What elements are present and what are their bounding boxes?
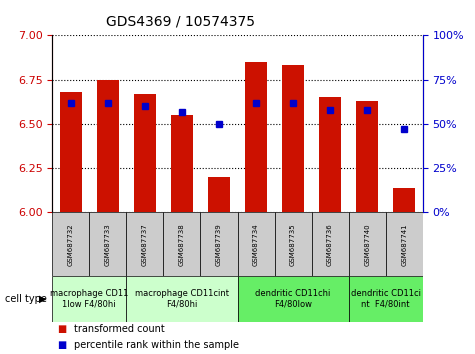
- Bar: [349, 276, 423, 322]
- Text: GSM687738: GSM687738: [179, 223, 185, 266]
- Text: percentile rank within the sample: percentile rank within the sample: [74, 340, 238, 350]
- Bar: [60, 92, 82, 212]
- Bar: [126, 276, 238, 322]
- Bar: [386, 212, 423, 276]
- Bar: [245, 62, 267, 212]
- Text: GSM687734: GSM687734: [253, 223, 259, 266]
- Bar: [97, 80, 119, 212]
- Bar: [52, 276, 126, 322]
- Text: GSM687739: GSM687739: [216, 223, 222, 266]
- Bar: [89, 212, 126, 276]
- Bar: [134, 94, 156, 212]
- Text: macrophage CD11
1low F4/80hi: macrophage CD11 1low F4/80hi: [50, 290, 128, 309]
- Text: cell type: cell type: [5, 294, 47, 304]
- Bar: [238, 212, 275, 276]
- Text: ▶: ▶: [39, 294, 47, 304]
- Text: GSM687735: GSM687735: [290, 223, 296, 266]
- Text: GSM687737: GSM687737: [142, 223, 148, 266]
- Text: GSM687740: GSM687740: [364, 223, 370, 266]
- Text: transformed count: transformed count: [74, 324, 164, 334]
- Bar: [52, 212, 89, 276]
- Bar: [349, 212, 386, 276]
- Bar: [356, 101, 378, 212]
- Bar: [238, 276, 349, 322]
- Bar: [208, 177, 230, 212]
- Text: macrophage CD11cint
F4/80hi: macrophage CD11cint F4/80hi: [135, 290, 229, 309]
- Bar: [163, 212, 200, 276]
- Bar: [126, 212, 163, 276]
- Bar: [393, 188, 415, 212]
- Bar: [282, 65, 304, 212]
- Bar: [200, 212, 238, 276]
- Text: GSM687733: GSM687733: [105, 223, 111, 266]
- Text: GDS4369 / 10574375: GDS4369 / 10574375: [106, 14, 255, 28]
- Bar: [275, 212, 312, 276]
- Bar: [319, 97, 341, 212]
- Text: GSM687736: GSM687736: [327, 223, 333, 266]
- Bar: [312, 212, 349, 276]
- Text: GSM687732: GSM687732: [68, 223, 74, 266]
- Text: ■: ■: [57, 324, 66, 334]
- Text: GSM687741: GSM687741: [401, 223, 407, 266]
- Text: dendritic CD11chi
F4/80low: dendritic CD11chi F4/80low: [256, 290, 331, 309]
- Text: dendritic CD11ci
nt  F4/80int: dendritic CD11ci nt F4/80int: [351, 290, 421, 309]
- Text: ■: ■: [57, 340, 66, 350]
- Bar: [171, 115, 193, 212]
